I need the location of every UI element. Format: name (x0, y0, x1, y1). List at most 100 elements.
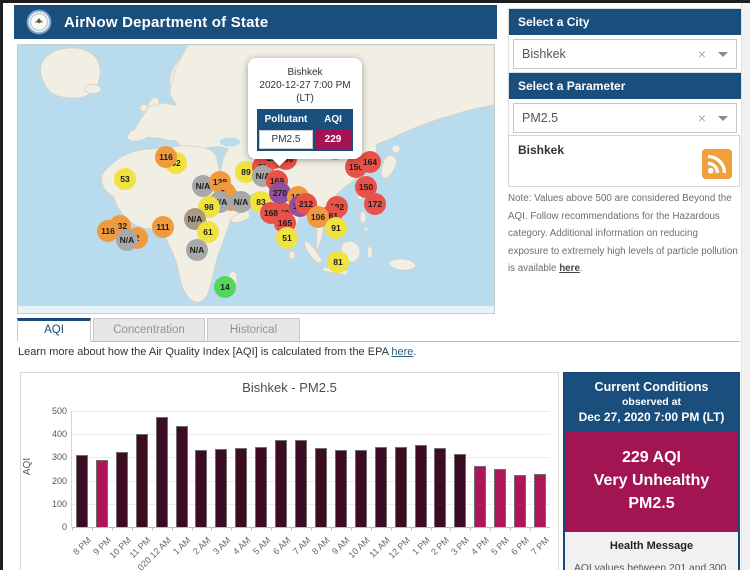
popup-col-aqi: AQI (315, 111, 351, 128)
aqi-bar[interactable] (156, 417, 168, 527)
map-popup: Bishkek 2020-12-27 7:00 PM (LT) Pollutan… (248, 58, 362, 159)
aqi-bar[interactable] (275, 440, 287, 527)
y-axis-tick-label: 100 (41, 499, 67, 509)
epa-here-link[interactable]: here (391, 346, 413, 358)
note-here-link[interactable]: here (559, 263, 580, 274)
city-select[interactable]: Bishkek × (513, 39, 737, 69)
aqi-bar[interactable] (255, 447, 267, 527)
window-frame-left (0, 0, 3, 570)
aqi-marker[interactable]: 111 (152, 216, 174, 238)
tab-concentration[interactable]: Concentration (93, 318, 205, 341)
tab-historical[interactable]: Historical (207, 318, 300, 341)
x-axis-tick (391, 527, 392, 531)
parameter-caret-icon[interactable] (718, 116, 728, 121)
x-axis-tick (211, 527, 212, 531)
aqi-bar[interactable] (454, 454, 466, 527)
x-axis-tick-label: 10 PM (107, 535, 132, 560)
conditions-subtitle: observed at (567, 396, 736, 408)
aqi-bar[interactable] (195, 450, 207, 527)
health-message-block: Health Message AQI values between 201 an… (565, 532, 738, 570)
parameter-panel: Select a Parameter PM2.5 × (508, 72, 742, 138)
aqi-marker[interactable]: 14 (214, 276, 236, 298)
aqi-marker[interactable]: 116 (155, 146, 177, 168)
aqi-bar[interactable] (395, 447, 407, 527)
x-axis-tick-label: 6 AM (271, 535, 293, 557)
aqi-bar[interactable] (295, 440, 307, 527)
health-message-title: Health Message (574, 540, 729, 552)
aqi-bar[interactable] (136, 434, 148, 527)
aqi-bar[interactable] (375, 447, 387, 527)
x-axis-tick (231, 527, 232, 531)
x-axis-tick (251, 527, 252, 531)
x-axis-tick (331, 527, 332, 531)
aqi-bar[interactable] (415, 445, 427, 527)
conditions-header: Current Conditions observed at Dec 27, 2… (565, 374, 738, 431)
department-of-state-seal-icon (26, 9, 52, 35)
aqi-marker[interactable]: 81 (327, 251, 349, 273)
parameter-select[interactable]: PM2.5 × (513, 103, 737, 133)
aqi-bar[interactable] (434, 448, 446, 527)
conditions-datetime: Dec 27, 2020 7:00 PM (LT) (567, 410, 736, 424)
x-axis-tick (112, 527, 113, 531)
page-scrollbar[interactable] (741, 3, 750, 570)
parameter-select-value: PM2.5 (522, 111, 698, 125)
x-axis-tick-label: 3 PM (450, 535, 472, 557)
aqi-bar[interactable] (215, 449, 227, 527)
window-frame-top (0, 0, 750, 3)
aqi-bar[interactable] (235, 448, 247, 527)
parameter-clear-icon[interactable]: × (698, 110, 706, 126)
aqi-bar[interactable] (76, 455, 88, 527)
x-axis-tick-label: 10 AM (347, 535, 372, 560)
aqi-marker[interactable]: N/A (230, 191, 252, 213)
x-axis-tick-label: 5 PM (489, 535, 511, 557)
aqi-bar[interactable] (335, 450, 347, 527)
x-axis-tick-label: 12 PM (386, 535, 411, 560)
aqi-marker[interactable]: 51 (276, 227, 298, 249)
aqi-bar[interactable] (355, 450, 367, 527)
x-axis-tick (152, 527, 153, 531)
parameter-panel-title: Select a Parameter (509, 73, 741, 99)
aqi-bar[interactable] (176, 426, 188, 527)
aqi-marker[interactable]: 164 (359, 151, 381, 173)
rss-feed-icon[interactable] (702, 149, 732, 179)
x-axis-tick-label: 5 AM (251, 535, 273, 557)
aqi-marker[interactable]: 53 (114, 168, 136, 190)
tab-aqi[interactable]: AQI (17, 318, 91, 342)
app-header: AirNow Department of State (14, 5, 497, 39)
aqi-marker[interactable]: 91 (325, 217, 347, 239)
aqi-bar[interactable] (514, 475, 526, 527)
x-axis-tick-label: 6 PM (509, 535, 531, 557)
page-title: AirNow Department of State (64, 14, 268, 31)
x-axis-tick (192, 527, 193, 531)
aqi-bar[interactable] (315, 448, 327, 527)
current-conditions-panel: Current Conditions observed at Dec 27, 2… (563, 372, 740, 570)
y-axis-tick-label: 200 (41, 476, 67, 486)
rss-city-label: Bishkek (518, 143, 564, 157)
note-text: Note: Values above 500 are considered Be… (508, 190, 738, 278)
conditions-title: Current Conditions (567, 380, 736, 394)
aqi-marker[interactable]: N/A (116, 229, 138, 251)
conditions-aqi-value: 229 AQI (565, 446, 738, 469)
city-caret-icon[interactable] (718, 52, 728, 57)
aqi-bar[interactable] (116, 452, 128, 527)
city-clear-icon[interactable]: × (698, 46, 706, 62)
map-attribution-bar (18, 306, 494, 313)
x-axis-tick (92, 527, 93, 531)
aqi-bar[interactable] (474, 466, 486, 527)
x-axis-tick-label: 8 PM (71, 535, 93, 557)
airnow-page: AirNow Department of State (0, 0, 750, 570)
x-axis-tick (72, 527, 73, 531)
popup-col-pollutant: Pollutant (259, 111, 313, 128)
x-axis-tick (311, 527, 312, 531)
aqi-bar[interactable] (534, 474, 546, 527)
x-axis-tick (470, 527, 471, 531)
aqi-marker[interactable]: N/A (186, 239, 208, 261)
world-map[interactable]: 536211689N/A1388087N/AN/A988316016816551… (17, 44, 495, 314)
aqi-marker[interactable]: 172 (364, 193, 386, 215)
x-axis-tick (530, 527, 531, 531)
chart-plot-area[interactable]: 01002003004005008 PM9 PM10 PM11 PM020 12… (71, 411, 550, 527)
learn-more-text: Learn more about how the Air Quality Ind… (18, 346, 416, 358)
aqi-bar[interactable] (494, 469, 506, 527)
aqi-bar[interactable] (96, 460, 108, 527)
x-axis-tick-label: 8 AM (310, 535, 332, 557)
